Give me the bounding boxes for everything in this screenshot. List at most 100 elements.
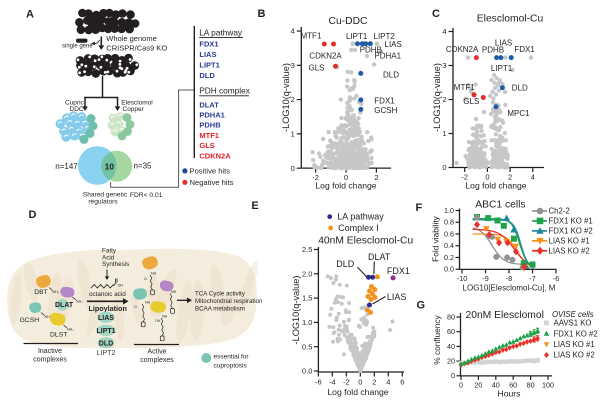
svg-text:E: E bbox=[251, 200, 258, 212]
svg-text:0: 0 bbox=[442, 163, 446, 172]
svg-text:octanoic acid: octanoic acid bbox=[89, 291, 126, 298]
svg-text:0.5: 0.5 bbox=[302, 342, 312, 351]
svg-text:DLD: DLD bbox=[383, 71, 399, 80]
svg-text:CDKN2A: CDKN2A bbox=[309, 52, 342, 61]
svg-text:n=35: n=35 bbox=[133, 162, 152, 171]
svg-text:GLS: GLS bbox=[309, 64, 325, 73]
svg-text:-LOG10(q-value): -LOG10(q-value) bbox=[281, 63, 291, 132]
svg-text:60: 60 bbox=[447, 327, 455, 336]
svg-text:LA pathway: LA pathway bbox=[199, 28, 243, 38]
svg-text:LIPT1: LIPT1 bbox=[199, 61, 219, 70]
svg-text:1.0: 1.0 bbox=[302, 318, 312, 327]
svg-text:4: 4 bbox=[531, 173, 535, 182]
svg-text:10: 10 bbox=[105, 161, 115, 171]
svg-text:PDHA1: PDHA1 bbox=[199, 111, 224, 120]
svg-text:LIAS: LIAS bbox=[385, 40, 402, 49]
svg-text:3: 3 bbox=[291, 61, 295, 70]
svg-text:Inactive: Inactive bbox=[38, 348, 62, 355]
svg-text:regulators: regulators bbox=[88, 198, 118, 205]
svg-text:0.0: 0.0 bbox=[302, 367, 312, 376]
svg-text:Positive hits: Positive hits bbox=[190, 167, 231, 176]
svg-text:OH: OH bbox=[118, 284, 124, 288]
svg-text:40nM Elesclomol-Cu: 40nM Elesclomol-Cu bbox=[318, 236, 413, 247]
svg-text:O: O bbox=[134, 305, 137, 309]
svg-text:LIPT2: LIPT2 bbox=[97, 350, 116, 357]
svg-text:0.0: 0.0 bbox=[444, 265, 454, 274]
svg-text:GCSH: GCSH bbox=[20, 317, 40, 324]
svg-text:Active: Active bbox=[147, 349, 166, 356]
svg-text:0.4: 0.4 bbox=[444, 241, 454, 250]
svg-text:OH: OH bbox=[155, 319, 161, 323]
svg-text:-LOG10(q-value): -LOG10(q-value) bbox=[291, 276, 301, 345]
svg-text:Log fold change: Log fold change bbox=[315, 180, 376, 190]
svg-text:FDX1: FDX1 bbox=[199, 39, 218, 48]
svg-text:FDR< 0.01: FDR< 0.01 bbox=[130, 192, 163, 199]
svg-text:LIAS KO #1: LIAS KO #1 bbox=[549, 236, 590, 245]
svg-text:F: F bbox=[416, 202, 423, 214]
svg-text:MTF1: MTF1 bbox=[301, 32, 322, 41]
svg-text:0: 0 bbox=[459, 380, 463, 389]
svg-text:C: C bbox=[432, 8, 440, 20]
svg-text:LIAS KO #2: LIAS KO #2 bbox=[549, 246, 590, 255]
svg-text:CDKN2A: CDKN2A bbox=[199, 151, 231, 160]
svg-text:CRISPR/Cas9 KO: CRISPR/Cas9 KO bbox=[106, 44, 167, 53]
svg-text:cuproptosis: cuproptosis bbox=[214, 363, 248, 370]
svg-text:LIPT1: LIPT1 bbox=[491, 64, 513, 73]
svg-text:Log fold change: Log fold change bbox=[465, 180, 526, 190]
svg-text:Fold viability: Fold viability bbox=[431, 215, 441, 262]
svg-text:1.0: 1.0 bbox=[444, 206, 454, 215]
svg-text:complexes: complexes bbox=[33, 357, 67, 364]
svg-text:FDX1 KO #1: FDX1 KO #1 bbox=[549, 217, 593, 226]
svg-text:NH: NH bbox=[151, 272, 157, 276]
svg-text:2: 2 bbox=[291, 95, 295, 104]
svg-text:B: B bbox=[258, 8, 266, 20]
svg-text:LIAS KO #2: LIAS KO #2 bbox=[554, 351, 595, 360]
svg-text:-10: -10 bbox=[457, 274, 467, 283]
svg-text:GLS: GLS bbox=[199, 141, 214, 150]
svg-text:0: 0 bbox=[451, 371, 455, 380]
svg-text:G: G bbox=[417, 300, 426, 312]
svg-text:BCAA metabolism: BCAA metabolism bbox=[195, 306, 245, 313]
svg-text:2: 2 bbox=[372, 378, 376, 387]
svg-text:1.5: 1.5 bbox=[302, 294, 312, 303]
svg-text:2.0: 2.0 bbox=[302, 269, 312, 278]
svg-text:TCA Cycle activity: TCA Cycle activity bbox=[195, 291, 246, 298]
svg-text:DLD: DLD bbox=[99, 341, 113, 348]
svg-text:0: 0 bbox=[291, 164, 295, 173]
svg-text:AAVS1 KO: AAVS1 KO bbox=[554, 319, 592, 328]
svg-text:1: 1 bbox=[442, 129, 446, 138]
svg-text:ABC1 cells: ABC1 cells bbox=[475, 200, 525, 211]
svg-text:2: 2 bbox=[442, 95, 446, 104]
svg-text:DLD: DLD bbox=[336, 259, 355, 269]
svg-text:FDX1 KO #2: FDX1 KO #2 bbox=[549, 227, 593, 236]
svg-text:Mitochondrial respiration: Mitochondrial respiration bbox=[195, 298, 263, 305]
svg-text:Whole genome: Whole genome bbox=[106, 34, 156, 43]
svg-text:FDX1: FDX1 bbox=[514, 45, 535, 54]
svg-text:CDKN2A: CDKN2A bbox=[446, 45, 479, 54]
svg-text:NH₂: NH₂ bbox=[53, 290, 60, 294]
svg-text:2.5: 2.5 bbox=[302, 245, 312, 254]
svg-text:GCSH: GCSH bbox=[374, 106, 397, 115]
svg-text:A: A bbox=[26, 9, 34, 21]
svg-text:Shared genetic: Shared genetic bbox=[83, 191, 128, 198]
svg-text:-9: -9 bbox=[482, 274, 488, 283]
svg-text:Cu-DDC: Cu-DDC bbox=[329, 16, 368, 27]
svg-text:MTF1: MTF1 bbox=[199, 131, 219, 140]
svg-text:-8: -8 bbox=[506, 274, 512, 283]
svg-text:Log fold change: Log fold change bbox=[327, 387, 388, 397]
svg-text:-LOG10(q-value): -LOG10(q-value) bbox=[432, 63, 442, 132]
svg-text:Hours: Hours bbox=[498, 389, 521, 399]
svg-text:0.6: 0.6 bbox=[444, 229, 454, 238]
svg-text:-2: -2 bbox=[343, 378, 350, 387]
svg-text:LOG10[Elesclomol-Cu], M: LOG10[Elesclomol-Cu], M bbox=[463, 284, 556, 293]
svg-text:NH: NH bbox=[145, 301, 151, 305]
svg-text:-6: -6 bbox=[553, 274, 559, 283]
svg-text:FDX1: FDX1 bbox=[374, 96, 395, 105]
svg-text:n=147: n=147 bbox=[55, 162, 78, 171]
svg-text:FDX1 KO #2: FDX1 KO #2 bbox=[554, 329, 598, 338]
svg-text:-7: -7 bbox=[529, 274, 535, 283]
svg-text:NH: NH bbox=[171, 290, 177, 294]
svg-text:complexes: complexes bbox=[140, 357, 174, 364]
svg-text:100: 100 bbox=[542, 380, 554, 389]
svg-text:LA pathway: LA pathway bbox=[337, 212, 384, 222]
